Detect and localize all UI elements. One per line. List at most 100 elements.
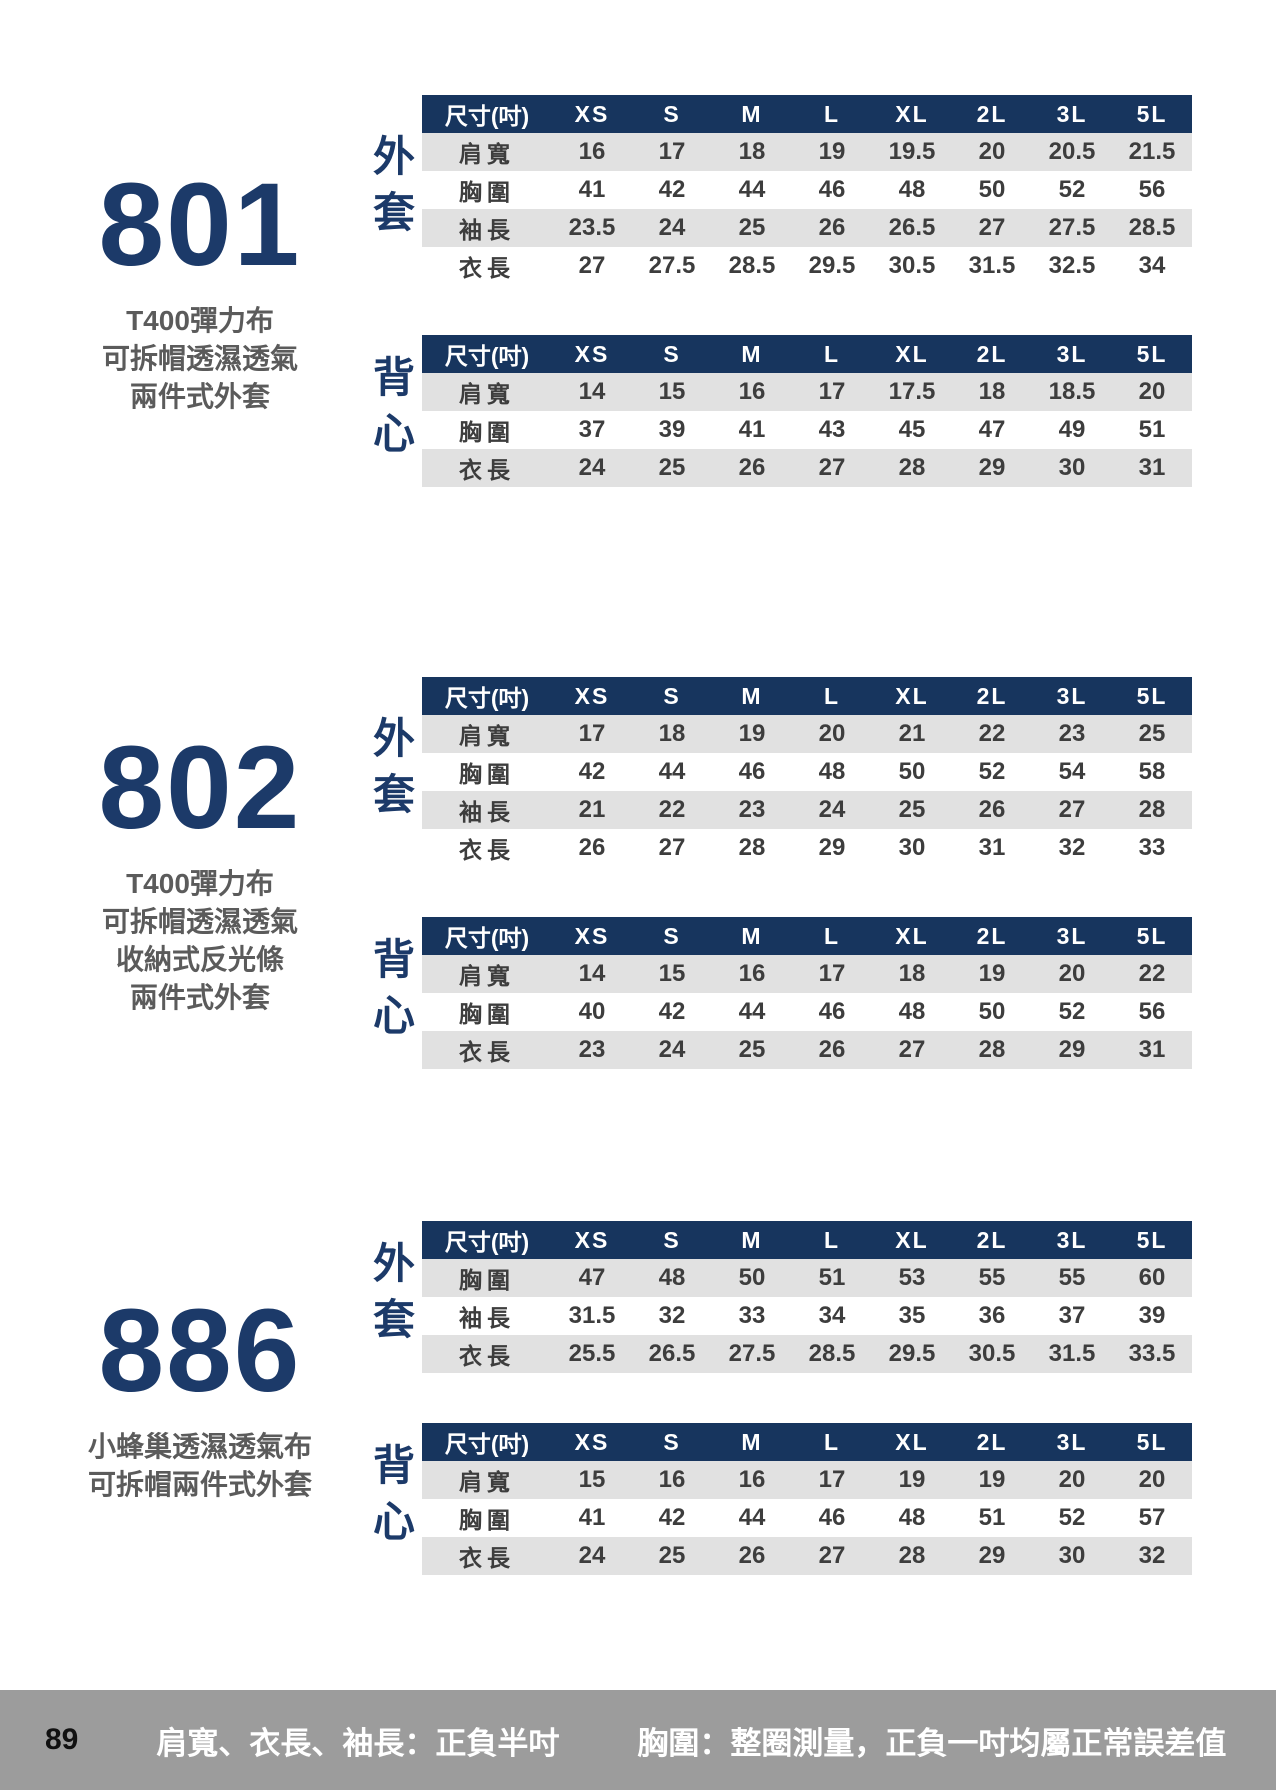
- measurement-label: 肩寬: [459, 963, 515, 989]
- size-table-group: 背心 尺寸(吋) XS S M L XL 2L 3L 5L 肩寬 14 15 16 17 17.5 18 18…: [360, 335, 1192, 487]
- measurement-value: 19: [978, 1466, 1006, 1493]
- product-description: T400彈力布 可拆帽透濕透氣 收納式反光條 兩件式外套: [102, 865, 298, 1016]
- measurement-value: 19: [818, 138, 846, 165]
- size-column-header: 2L: [976, 1226, 1008, 1253]
- product-description-line: 可拆帽透濕透氣: [101, 906, 298, 938]
- size-table-group: 外套 尺寸(吋) XS S M L XL 2L 3L 5L 胸圍 47 48 50 51 53 55 55 60…: [360, 1221, 1192, 1373]
- size-column-header: S: [663, 340, 681, 367]
- measurement-value: 47: [978, 416, 1006, 443]
- measurement-value: 29.5: [808, 252, 856, 279]
- size-column-header: 3L: [1056, 1226, 1088, 1253]
- measurement-value: 40: [578, 998, 606, 1025]
- measurement-value: 50: [898, 758, 926, 785]
- measurement-value: 16: [658, 1466, 686, 1493]
- measurement-value: 28.5: [808, 1340, 856, 1367]
- measurement-value: 18: [738, 138, 766, 165]
- measurement-value: 25: [738, 214, 766, 241]
- size-unit-header: 尺寸(吋): [444, 685, 530, 711]
- measurement-value: 23: [1058, 720, 1086, 747]
- size-column-header: M: [741, 922, 763, 949]
- size-column-header: 3L: [1056, 100, 1088, 127]
- measurement-value: 26: [738, 454, 766, 481]
- measurement-value: 49: [1058, 416, 1086, 443]
- measurement-value: 57: [1138, 1504, 1166, 1531]
- product-code: 802: [98, 722, 302, 855]
- size-column-header: XS: [574, 100, 610, 127]
- measurement-value: 19: [898, 1466, 926, 1493]
- measurement-value: 46: [818, 176, 846, 203]
- measurement-value: 31.5: [568, 1302, 616, 1329]
- measurement-value: 48: [898, 176, 926, 203]
- measurement-label: 衣長: [459, 1545, 515, 1571]
- measurement-value: 25: [1138, 720, 1166, 747]
- measurement-row: 胸圍 37 39 41 43 45 47 49 51: [422, 411, 1192, 449]
- measurement-value: 17: [818, 1466, 846, 1493]
- measurement-value: 18: [898, 960, 926, 987]
- page-number: 89: [45, 1723, 79, 1756]
- size-column-header: XL: [895, 922, 929, 949]
- measurement-value: 29: [1058, 1036, 1086, 1063]
- size-column-header: S: [663, 1428, 681, 1455]
- measurement-value: 18: [658, 720, 686, 747]
- measurement-value: 50: [978, 998, 1006, 1025]
- measurement-value: 19: [978, 960, 1006, 987]
- measurement-value: 27.5: [648, 252, 696, 279]
- size-column-header: L: [823, 340, 841, 367]
- measurement-value: 45: [898, 416, 926, 443]
- size-column-header: M: [741, 100, 763, 127]
- size-column-header: 2L: [976, 1428, 1008, 1455]
- measurement-value: 26: [818, 214, 846, 241]
- size-column-header: 3L: [1056, 922, 1088, 949]
- size-table-group: 背心 尺寸(吋) XS S M L XL 2L 3L 5L 肩寬 15 16 16 17 19 19 20 20…: [360, 1423, 1192, 1575]
- measurement-value: 33: [738, 1302, 766, 1329]
- size-table-group: 背心 尺寸(吋) XS S M L XL 2L 3L 5L 肩寬 14 15 16 17 18 19 20 22…: [360, 917, 1192, 1069]
- measurement-value: 37: [578, 416, 606, 443]
- measurement-value: 20: [818, 720, 846, 747]
- measurement-value: 50: [978, 176, 1006, 203]
- measurement-value: 41: [578, 1504, 606, 1531]
- measurement-value: 18: [978, 378, 1006, 405]
- measurement-value: 27.5: [728, 1340, 776, 1367]
- measurement-value: 16: [738, 960, 766, 987]
- measurement-value: 24: [578, 1542, 606, 1569]
- size-column-header: M: [741, 682, 763, 709]
- measurement-value: 26: [578, 834, 606, 861]
- measurement-value: 20.5: [1048, 138, 1096, 165]
- measurement-value: 44: [738, 1504, 766, 1531]
- size-column-header: XS: [574, 1226, 610, 1253]
- measurement-label: 衣長: [459, 1343, 515, 1369]
- measurement-value: 55: [978, 1264, 1006, 1291]
- measurement-row: 胸圍 40 42 44 46 48 50 52 56: [422, 993, 1192, 1031]
- measurement-value: 48: [658, 1264, 686, 1291]
- measurement-value: 31: [978, 834, 1006, 861]
- measurement-value: 28.5: [1128, 214, 1176, 241]
- size-column-header: L: [823, 1226, 841, 1253]
- size-column-header: XS: [574, 922, 610, 949]
- garment-type-label: 外套: [367, 1241, 415, 1353]
- measurement-value: 23: [738, 796, 766, 823]
- size-table: 尺寸(吋) XS S M L XL 2L 3L 5L 肩寬 15 16 16 17 19 19 20 20 胸圍 4…: [422, 1423, 1192, 1575]
- measurement-value: 48: [898, 998, 926, 1025]
- garment-type-label: 外套: [367, 134, 415, 246]
- measurement-value: 46: [738, 758, 766, 785]
- measurement-value: 36: [978, 1302, 1006, 1329]
- size-column-header: 2L: [976, 100, 1008, 127]
- measurement-value: 16: [578, 138, 606, 165]
- measurement-value: 56: [1138, 998, 1166, 1025]
- size-column-header: XS: [574, 340, 610, 367]
- measurement-value: 28.5: [728, 252, 776, 279]
- size-column-header: XS: [574, 682, 610, 709]
- size-column-header: XL: [895, 1428, 929, 1455]
- size-column-header: S: [663, 100, 681, 127]
- measurement-value: 34: [1138, 252, 1166, 279]
- measurement-value: 51: [818, 1264, 846, 1291]
- measurement-value: 39: [1138, 1302, 1166, 1329]
- measurement-value: 29: [818, 834, 846, 861]
- measurement-value: 20: [1138, 1466, 1166, 1493]
- measurement-row: 衣長 25.5 26.5 27.5 28.5 29.5 30.5 31.5 33.5: [422, 1335, 1192, 1373]
- measurement-value: 28: [898, 1542, 926, 1569]
- measurement-label: 肩寬: [459, 381, 515, 407]
- measurement-label: 肩寬: [459, 723, 515, 749]
- measurement-value: 17.5: [888, 378, 936, 405]
- measurement-value: 48: [818, 758, 846, 785]
